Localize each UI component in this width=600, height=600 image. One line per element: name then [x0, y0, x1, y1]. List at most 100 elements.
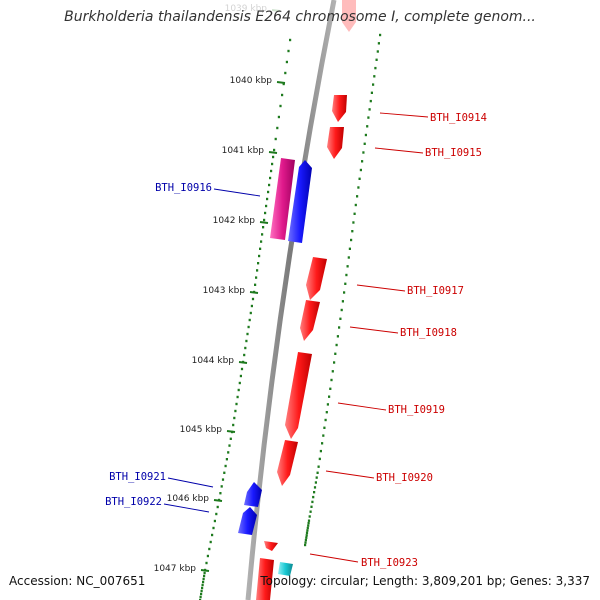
ruler-dot	[205, 561, 208, 565]
ruler-tick	[226, 430, 236, 433]
ruler-dot	[329, 387, 332, 390]
ruler-tick	[268, 151, 278, 154]
gene-labels: BTH_I0914 BTH_I0915 BTH_I0916 BTH_I0917 …	[105, 112, 487, 569]
gene-label-BTH_I0915[interactable]: BTH_I0915	[425, 147, 482, 159]
ruler-dot	[335, 343, 338, 347]
ruler-dot	[237, 388, 240, 392]
ruler-dot	[336, 335, 339, 338]
ruler-dot	[304, 543, 307, 547]
gene-arrow-BTH_I0917[interactable]	[306, 257, 327, 300]
gene-arrow-BTH_I0922[interactable]	[238, 507, 257, 535]
ruler-dot	[269, 176, 272, 180]
ruler-dot	[314, 481, 317, 484]
gene-arrow-BTH_I0918[interactable]	[300, 300, 320, 341]
gene-label-BTH_I0921[interactable]: BTH_I0921	[109, 471, 166, 483]
ruler-dot	[364, 133, 367, 137]
ruler-dot	[245, 339, 248, 343]
ruler-tick	[259, 221, 269, 224]
chart-title: Burkholderia thailandensis E264 chromoso…	[64, 9, 536, 25]
ruler-tick-label: 1041 kbp	[222, 146, 265, 156]
gene-label-BTH_I0914[interactable]: BTH_I0914	[430, 112, 487, 124]
gene-arrow-BTH_I0915[interactable]	[327, 127, 344, 159]
gene-arrow-BTH_I0923[interactable]	[264, 541, 278, 551]
ruler-dot	[228, 444, 231, 447]
ruler-dot	[313, 491, 316, 494]
ruler-dot	[325, 411, 328, 414]
ruler-dot	[213, 519, 216, 523]
ruler-dot	[317, 465, 320, 468]
ruler-tick-label: 1043 kbp	[203, 286, 246, 296]
ruler-dot	[304, 541, 307, 544]
gene-label-BTH_I0917[interactable]: BTH_I0917	[407, 285, 464, 297]
gene-label-BTH_I0918[interactable]: BTH_I0918	[400, 327, 457, 339]
gene-arrow-BTH_I0916[interactable]	[288, 160, 312, 243]
ruler-dot	[209, 540, 212, 544]
gene-label-BTH_I0922[interactable]: BTH_I0922	[105, 496, 162, 508]
ruler-dot	[229, 437, 232, 440]
ruler-dot	[333, 361, 336, 364]
ruler-ticks: 1039 kbp 1040 kbp 1041 kbp 1042 kbp 1043 kbp…	[154, 4, 286, 574]
ruler-dot	[368, 108, 371, 111]
ruler-dot	[346, 265, 349, 268]
ruler-dot	[266, 197, 269, 201]
ruler-dot	[259, 247, 262, 250]
ruler-dot	[341, 300, 344, 303]
ruler-dot	[330, 378, 333, 382]
ruler-dot	[307, 524, 310, 527]
ruler-dot	[309, 510, 312, 513]
gene-arrow-BTH_I0920[interactable]	[277, 440, 298, 486]
ruler-dot	[373, 75, 376, 78]
ruler-tick	[238, 361, 248, 364]
ruler-dot	[352, 221, 355, 224]
ruler-dot	[208, 547, 211, 551]
gene-arrow-rna-BTH_I0916[interactable]	[270, 158, 295, 240]
ruler-dot	[247, 325, 250, 329]
ruler-dot	[216, 505, 219, 509]
ruler-dot	[334, 352, 337, 355]
gene-label-BTH_I0920[interactable]: BTH_I0920	[376, 472, 433, 484]
ruler-dots	[199, 33, 382, 600]
gene-label-BTH_I0919[interactable]: BTH_I0919	[388, 404, 445, 416]
gene-label-BTH_I0916[interactable]: BTH_I0916	[155, 182, 212, 194]
ruler-dot	[251, 297, 255, 301]
ruler-dot	[305, 536, 308, 539]
ruler-dot	[268, 183, 271, 187]
ruler-dot	[200, 589, 203, 593]
ruler-dot	[319, 449, 322, 453]
ruler-dot	[276, 126, 279, 130]
label-leader-lines	[163, 112, 429, 563]
ruler-dot	[270, 169, 273, 173]
gene-arrow-BTH_I0914[interactable]	[332, 95, 347, 122]
ruler-dot	[338, 326, 341, 329]
gene-arrow-BTH_I0921[interactable]	[244, 482, 262, 507]
ruler-dot	[366, 125, 369, 128]
ruler-dot	[265, 204, 268, 208]
ruler-dot	[281, 93, 284, 97]
ruler-dot	[249, 311, 252, 315]
ruler-dot	[379, 33, 382, 37]
ruler-tick	[213, 499, 223, 502]
gene-label-BTH_I0923[interactable]: BTH_I0923	[361, 557, 418, 569]
ruler-dot	[370, 91, 373, 94]
ruler-dot	[260, 240, 263, 243]
ruler-tick-label: 1042 kbp	[213, 216, 256, 226]
ruler-dot	[225, 458, 228, 461]
ruler-dot	[274, 137, 277, 141]
ruler-dot	[202, 580, 205, 584]
gene-arrow-BTH_I0919[interactable]	[285, 352, 312, 439]
ruler-dot	[353, 212, 356, 215]
ruler-dot	[358, 177, 361, 180]
ruler-dot	[206, 554, 209, 558]
backbone	[245, 0, 337, 600]
ruler-dot	[323, 426, 326, 429]
ruler-tick-label: 1045 kbp	[180, 425, 223, 435]
ruler-tick	[271, 9, 281, 12]
ruler-dot	[232, 423, 235, 427]
ruler-dot	[313, 486, 317, 489]
ruler-dot	[287, 49, 290, 53]
ruler-dot	[254, 283, 257, 286]
ruler-dot	[324, 418, 327, 422]
ruler-dot	[201, 586, 204, 590]
ruler-dot	[282, 82, 285, 86]
